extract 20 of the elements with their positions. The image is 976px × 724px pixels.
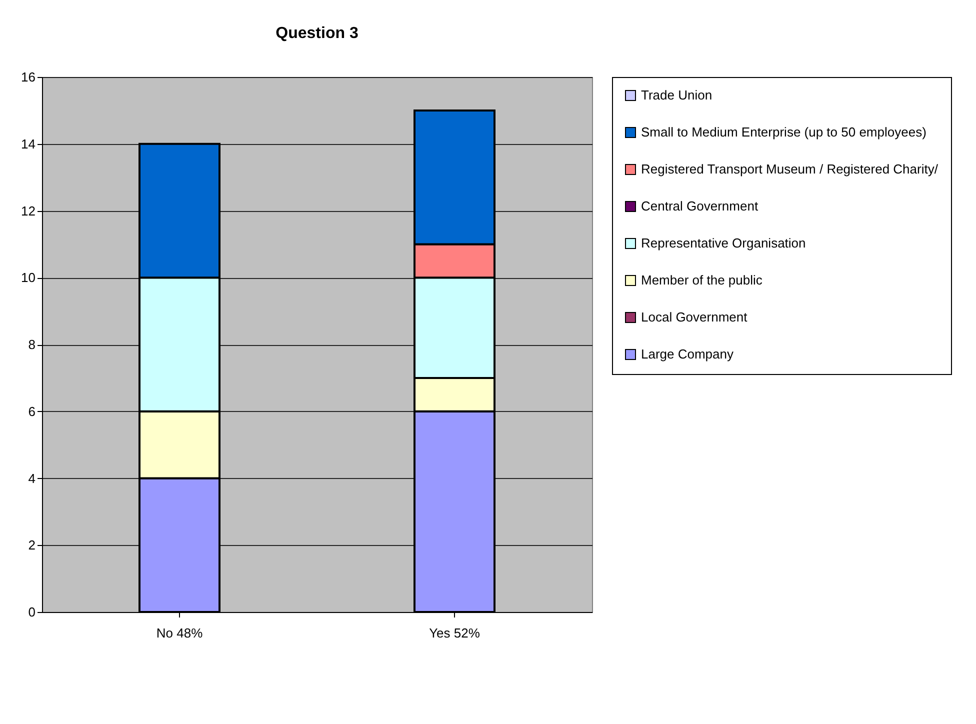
legend-label: Central Government	[641, 198, 758, 214]
x-tick-label: No 48%	[156, 626, 204, 640]
y-tick-label: 10	[21, 270, 36, 286]
legend-label: Trade Union	[641, 88, 712, 102]
y-tick-label: 6	[28, 404, 36, 419]
y-tick-label: 14	[21, 136, 36, 152]
legend-label: Large Company	[641, 346, 734, 362]
y-tick-label: 4	[28, 470, 36, 486]
x-tick-label: Yes 52%	[429, 626, 480, 640]
legend-label: Registered Transport Museum / Registered Charity/	[641, 162, 938, 176]
y-tick-label: 16	[21, 70, 36, 84]
y-tick-label: 12	[21, 203, 36, 218]
legend-label: Small to Medium Enterprise (up to 50 employees)	[641, 124, 926, 140]
legend-label: Member of the public	[641, 272, 763, 288]
y-tick-label: 2	[28, 538, 36, 553]
legend-label: Local Government	[641, 310, 748, 324]
legend-label: Representative Organisation	[641, 236, 806, 250]
y-tick-label: 8	[28, 337, 36, 352]
y-tick-label: 0	[28, 604, 36, 620]
chart-title: Question 3	[276, 25, 358, 42]
